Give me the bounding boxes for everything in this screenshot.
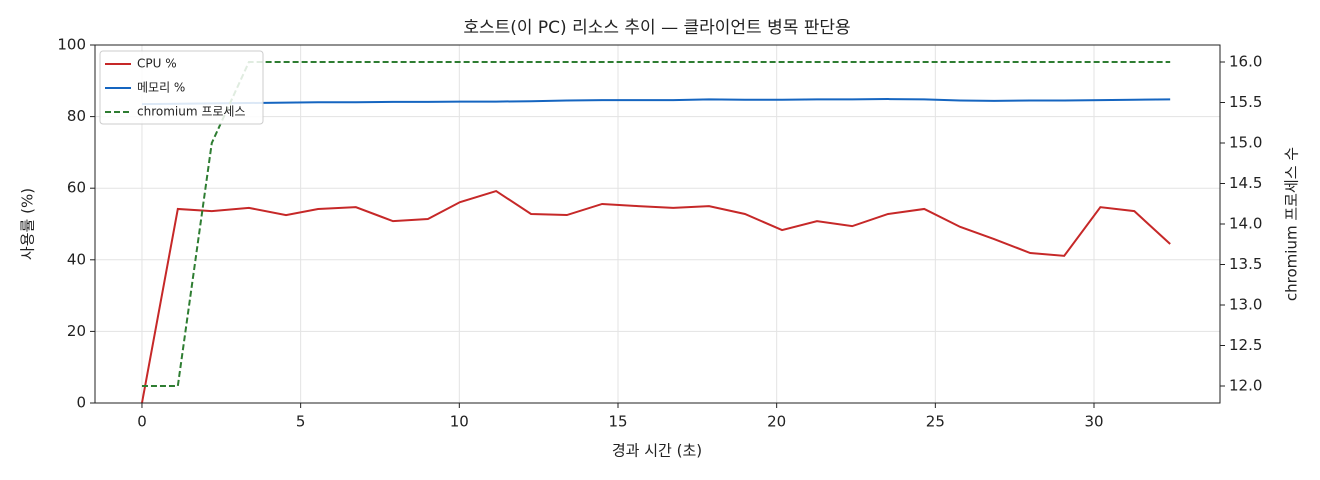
- x-tick-label: 0: [137, 413, 147, 431]
- y2-tick-label: 12.0: [1229, 376, 1262, 394]
- legend: CPU % 메모리 % chromium 프로세스: [99, 50, 264, 125]
- legend-label: 메모리 %: [137, 81, 185, 95]
- x-tick-label: 15: [608, 413, 627, 431]
- y-tick-label: 100: [57, 36, 86, 54]
- y-tick-label: 60: [67, 179, 86, 197]
- x-tick-label: 25: [926, 413, 945, 431]
- y2-axis-label: chromium 프로세스 수: [1283, 147, 1301, 301]
- x-tick-label: 5: [296, 413, 306, 431]
- series-line: [141, 61, 1171, 387]
- legend-label: CPU %: [137, 57, 177, 71]
- legend-label: chromium 프로세스: [137, 105, 246, 119]
- y2-tick-label: 15.5: [1229, 93, 1262, 111]
- x-tick-label: 20: [767, 413, 786, 431]
- x-axis-label: 경과 시간 (초): [612, 442, 702, 460]
- series-line: [140, 189, 1171, 404]
- series-line: [141, 98, 1171, 106]
- x-tick-label: 30: [1084, 413, 1103, 431]
- legend-box: [99, 50, 264, 125]
- y2-tick-label: 12.5: [1229, 336, 1262, 354]
- y2-tick-label: 14.0: [1229, 215, 1262, 233]
- x-tick-label: 10: [450, 413, 469, 431]
- y2-tick-label: 14.5: [1229, 174, 1262, 192]
- y-tick-label: 20: [67, 322, 86, 340]
- y2-tick-label: 13.5: [1229, 255, 1262, 273]
- y-tick-label: 40: [67, 250, 86, 268]
- y-tick-label: 0: [76, 394, 86, 412]
- plot-frame: [94, 44, 1221, 404]
- y2-tick-label: 16.0: [1229, 53, 1262, 71]
- y2-tick-label: 15.0: [1229, 134, 1262, 152]
- y-axis-label: 사용률 (%): [19, 188, 37, 260]
- chart-title: 호스트(이 PC) 리소스 추이 — 클라이언트 병목 판단용: [463, 18, 850, 38]
- y2-tick-label: 13.0: [1229, 295, 1262, 313]
- y-tick-label: 80: [67, 107, 86, 125]
